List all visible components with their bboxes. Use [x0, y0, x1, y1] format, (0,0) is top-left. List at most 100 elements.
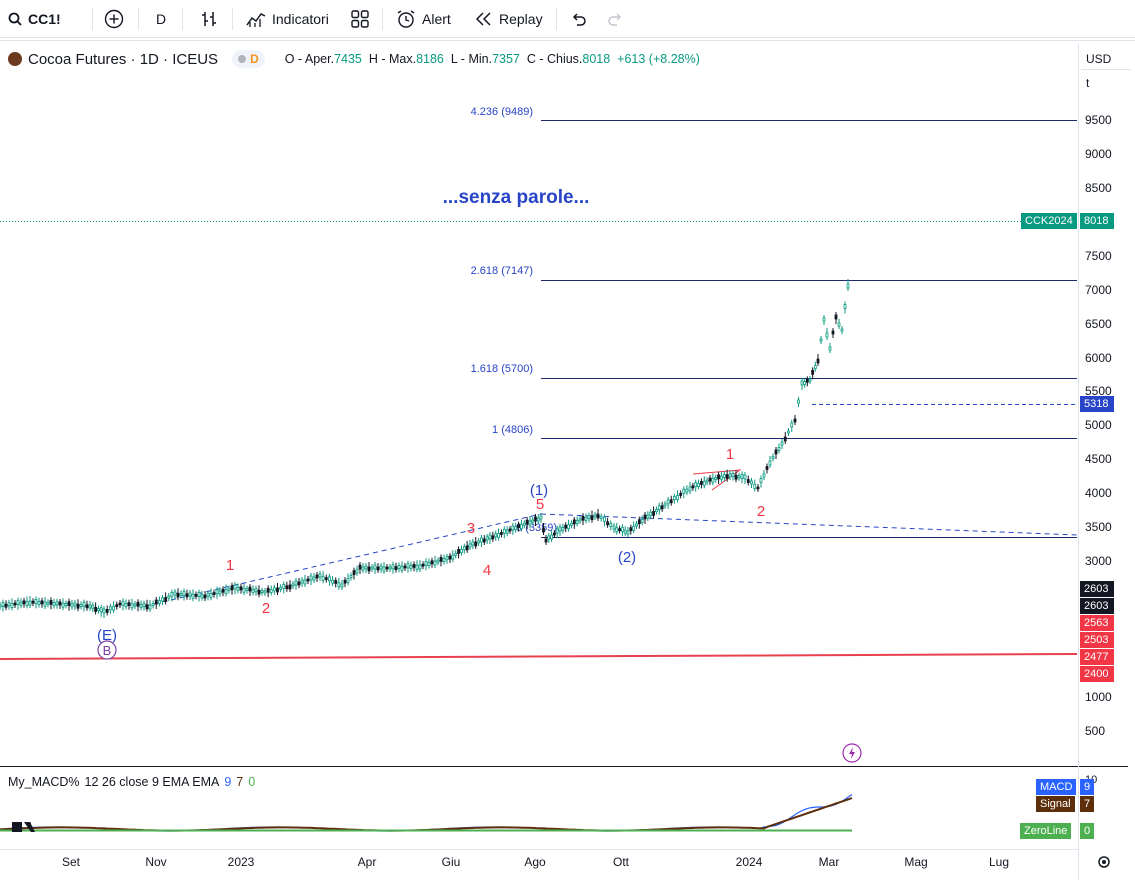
wave-label-red-5: 5: [536, 496, 544, 513]
candle-body: [553, 532, 556, 536]
interval-button[interactable]: D: [156, 0, 166, 38]
candle-body: [750, 480, 753, 485]
indicators-button[interactable]: Indicatori: [246, 0, 329, 38]
candle-body: [768, 460, 772, 466]
undo-icon: [572, 13, 586, 26]
low-label: L - Min.: [450, 52, 493, 66]
indicators-label: Indicatori: [272, 11, 329, 27]
candle-body: [629, 527, 633, 532]
settings-button[interactable]: [1098, 856, 1110, 868]
time-axis-tick: 2023: [228, 855, 255, 869]
chart-type-button[interactable]: [199, 0, 219, 38]
candle-body: [840, 328, 844, 332]
layouts-button[interactable]: [351, 0, 369, 38]
high-label: H - Max.: [368, 52, 417, 66]
currency-selector[interactable]: USD: [1081, 48, 1131, 70]
candle-body: [361, 566, 365, 571]
replay-button[interactable]: Replay: [475, 0, 543, 38]
alert-button[interactable]: Alert: [396, 0, 451, 38]
unit-label: t: [1086, 76, 1090, 90]
candle-body: [714, 477, 718, 480]
candle-body: [485, 536, 489, 541]
candle-body: [227, 588, 231, 591]
macd-legend[interactable]: My_MACD% 12 26 close 9 EMA EMA 9 7 0: [8, 775, 255, 789]
fib-label-1618: 1.618 (5700): [471, 363, 533, 375]
candle-body: [300, 579, 304, 584]
candle-body: [415, 564, 419, 570]
candle-body: [811, 369, 815, 375]
candle-body: [488, 534, 492, 540]
candle-body: [599, 516, 603, 519]
alarm-clock-icon: [397, 10, 415, 28]
zeroline-tag-label: ZeroLine: [1020, 823, 1072, 839]
candle-body: [575, 520, 579, 524]
time-axis-tick: Mag: [904, 855, 927, 869]
symbol-search[interactable]: CC1!: [8, 0, 61, 38]
time-axis[interactable]: Set Nov 2023 Apr Giu Ago Ott 2024 Mar Mag Lug: [62, 855, 1009, 869]
candle-body: [691, 485, 695, 489]
candle-body: [618, 528, 621, 531]
candle-body: [436, 559, 440, 563]
candle-body: [85, 604, 89, 609]
candle-body: [382, 566, 386, 572]
candle-body: [460, 549, 463, 553]
candle-body: [4, 603, 8, 608]
candle-body: [118, 602, 122, 606]
candle-body: [477, 540, 480, 544]
candle-body: [759, 478, 763, 483]
candle-body: [161, 597, 164, 602]
search-icon: [8, 12, 22, 26]
price-axis-tick: 4000: [1085, 486, 1112, 500]
candle-body: [145, 604, 149, 610]
candle-body: [130, 603, 134, 609]
macd-name: My_MACD%: [8, 775, 80, 789]
red-trendline[interactable]: [0, 653, 1078, 660]
compare-button[interactable]: [104, 0, 124, 38]
candle-body: [825, 332, 829, 338]
redo-button[interactable]: [606, 0, 624, 38]
candle-body: [669, 499, 673, 504]
candle-body: [215, 589, 219, 595]
undo-button[interactable]: [570, 0, 588, 38]
macd-value-3: 0: [248, 775, 256, 789]
trendline-channel[interactable]: [540, 513, 1078, 536]
candle-body: [358, 564, 362, 570]
time-axis-tick: Ott: [613, 855, 630, 869]
candle-body: [424, 561, 428, 566]
candle-body: [288, 584, 292, 590]
candle-body: [743, 474, 747, 480]
triangle-pattern[interactable]: [692, 469, 742, 491]
candle-body: [570, 522, 573, 526]
candle-body: [127, 602, 131, 606]
candle-body: [282, 584, 286, 589]
candle-body: [525, 519, 529, 525]
candle-body: [370, 566, 374, 570]
candle-body: [846, 283, 850, 289]
candle-body: [82, 602, 86, 607]
delay-badge[interactable]: D: [232, 50, 265, 68]
candle-body: [746, 479, 750, 483]
candle-body: [40, 600, 44, 605]
candle-body: [73, 602, 77, 607]
candle-body: [379, 565, 383, 570]
candle-body: [191, 593, 195, 599]
candle-body: [808, 378, 812, 382]
price-axis-tick: 7000: [1085, 283, 1112, 297]
wave-label-red-3: 3: [467, 520, 475, 537]
candle-body: [448, 555, 452, 560]
candle-body: [91, 604, 95, 609]
candle-body: [663, 503, 667, 507]
redo-icon: [608, 13, 622, 26]
symbol-legend[interactable]: Cocoa Futures · 1D · ICEUS D O - Aper.74…: [8, 48, 700, 70]
candle-body: [843, 304, 847, 309]
candle-body: [334, 580, 338, 584]
toolbar-divider: [92, 8, 93, 30]
time-axis-tick: Lug: [989, 855, 1009, 869]
price-axis-tick: 4500: [1085, 452, 1112, 466]
candle-body: [762, 473, 766, 478]
unit-selector[interactable]: t: [1081, 72, 1131, 94]
candle-body: [37, 601, 41, 605]
candle-body: [297, 581, 301, 586]
trendline-upper[interactable]: [144, 513, 542, 607]
